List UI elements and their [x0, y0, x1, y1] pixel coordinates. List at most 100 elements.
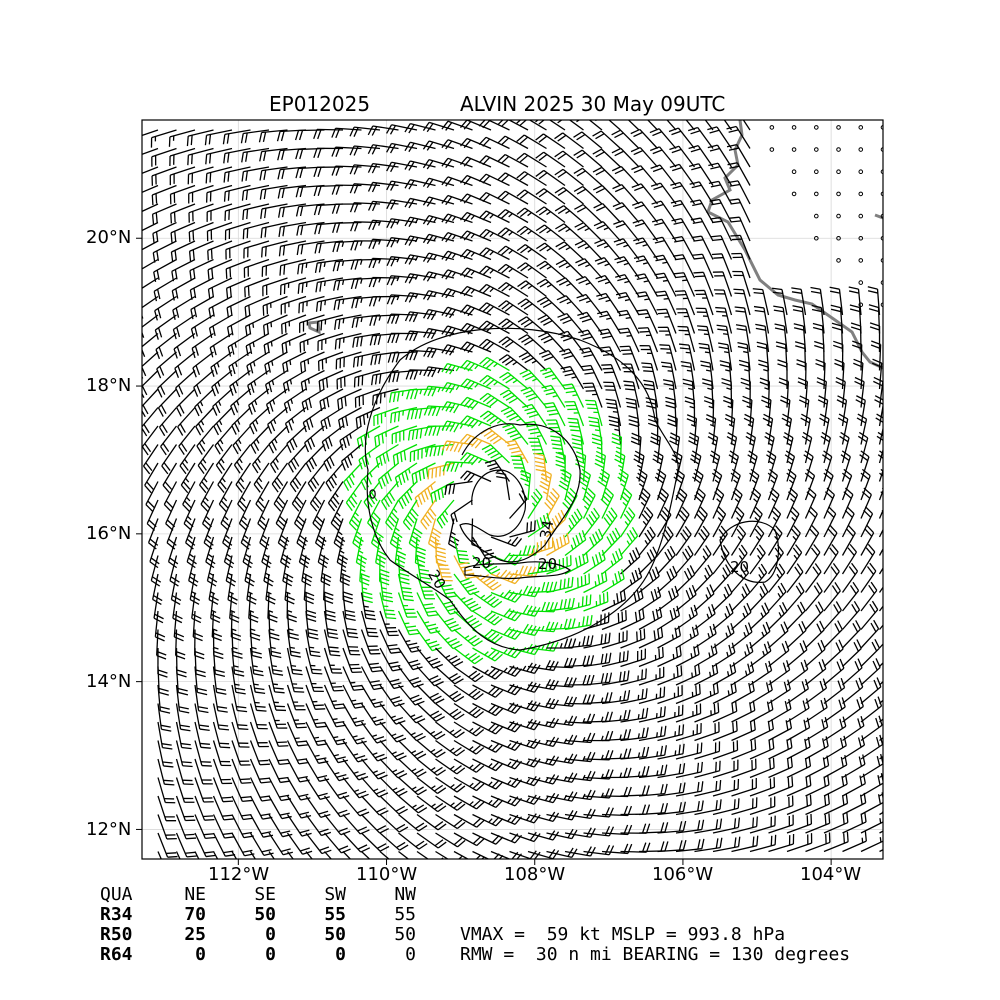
- wind-barb: [657, 801, 686, 816]
- wind-barb: [268, 666, 285, 694]
- wind-barb: [360, 610, 379, 638]
- wind-barb: [712, 271, 733, 297]
- contour-20kt-east: [719, 520, 779, 583]
- wind-barb: [472, 739, 504, 753]
- wind-barb: [441, 440, 473, 453]
- wind-barb: [334, 314, 362, 330]
- wind-barb: [305, 703, 327, 728]
- wind-barb: [638, 764, 668, 779]
- contour-label: 20: [472, 554, 491, 572]
- wind-barb: [205, 147, 233, 165]
- calm-marker: [858, 125, 864, 130]
- wind-barb: [657, 565, 678, 593]
- wind-barb: [592, 148, 621, 168]
- wind-barb: [490, 850, 523, 859]
- wind-barb: [182, 481, 196, 513]
- wind-barb: [435, 832, 466, 848]
- wind-barb: [601, 364, 622, 390]
- wind-barb: [154, 295, 177, 321]
- wind-barb: [279, 277, 307, 296]
- wind-barb: [731, 758, 757, 779]
- wind-barb: [444, 480, 473, 496]
- calm-marker: [814, 235, 819, 241]
- wind-barb: [153, 592, 164, 624]
- wind-barb: [564, 789, 596, 801]
- wind-barb: [397, 647, 423, 671]
- wind-barb: [173, 332, 196, 359]
- wind-barb: [879, 643, 883, 649]
- wind-barb: [354, 388, 381, 408]
- wind-barb: [632, 201, 659, 223]
- wind-barb: [151, 166, 177, 186]
- wind-barb: [726, 432, 738, 464]
- calm-marker: [791, 125, 797, 130]
- wind-barb: [305, 721, 328, 746]
- wind-barb: [404, 311, 436, 323]
- wind-barb: [231, 629, 243, 659]
- wind-barb: [659, 344, 677, 371]
- wind-barb: [749, 602, 770, 630]
- wind-barb: [453, 813, 485, 828]
- wind-barb: [691, 235, 714, 260]
- wind-barb: [786, 659, 809, 686]
- wind-barb: [142, 221, 159, 232]
- calm-marker: [791, 147, 797, 152]
- wind-barb: [149, 536, 160, 569]
- wind-barb: [672, 254, 696, 279]
- calm-marker: [814, 125, 819, 130]
- wind-barb: [516, 262, 547, 279]
- wind-barb: [745, 432, 756, 464]
- calm-marker: [880, 169, 883, 175]
- wind-barb: [189, 258, 214, 281]
- wind-barb: [379, 629, 401, 654]
- wind-barb: [299, 314, 325, 333]
- radii-value: 50: [254, 904, 276, 925]
- wind-barb: [167, 536, 179, 569]
- wind-barb: [241, 184, 270, 201]
- wind-barb: [472, 776, 504, 790]
- wind-barb: [546, 576, 574, 594]
- wind-barb: [345, 481, 363, 512]
- wind-barb: [416, 647, 444, 669]
- wind-barb: [186, 536, 197, 569]
- wind-barb: [509, 700, 541, 712]
- wind-barb: [638, 606, 663, 631]
- wind-barb: [593, 202, 621, 223]
- wind-barb: [630, 432, 642, 464]
- wind-barb: [268, 425, 288, 454]
- wind-barb: [577, 311, 603, 334]
- wind-barb: [767, 506, 782, 538]
- wind-barb: [342, 832, 371, 853]
- wind-barb: [422, 215, 455, 226]
- wind-barb: [416, 813, 447, 831]
- wind-barb: [323, 795, 350, 818]
- wind-barb: [564, 674, 595, 686]
- wind-barb: [194, 684, 209, 714]
- wind-barb: [323, 647, 343, 674]
- wind-barb: [733, 288, 751, 316]
- island-outline: [307, 320, 321, 335]
- wind-barb: [601, 630, 628, 649]
- wind-barb: [495, 472, 511, 501]
- wind-barb: [235, 462, 252, 493]
- wind-barb: [800, 413, 811, 445]
- wind-barb: [297, 258, 325, 275]
- wind-barb: [601, 709, 631, 723]
- wind-barb: [441, 269, 473, 280]
- wind-barb: [804, 468, 816, 501]
- wind-barb: [156, 351, 177, 379]
- wind-barb: [767, 468, 779, 501]
- wind-barb: [567, 417, 585, 445]
- wind-barb: [183, 499, 196, 531]
- wind-barb: [157, 684, 171, 714]
- wind-barb: [157, 666, 169, 696]
- wind-barb: [441, 157, 473, 168]
- wind-barb: [315, 277, 344, 293]
- wind-barb: [768, 833, 795, 853]
- wind-barb: [374, 425, 399, 447]
- wind-barb: [435, 721, 465, 739]
- wind-barb: [334, 332, 362, 350]
- wind-barb: [323, 684, 346, 710]
- wind-barb: [519, 369, 547, 390]
- wind-barb: [323, 573, 334, 604]
